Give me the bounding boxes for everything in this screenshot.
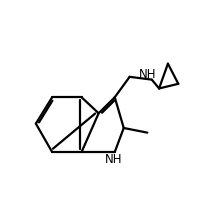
- Text: NH: NH: [105, 153, 123, 166]
- Text: NH: NH: [138, 68, 156, 81]
